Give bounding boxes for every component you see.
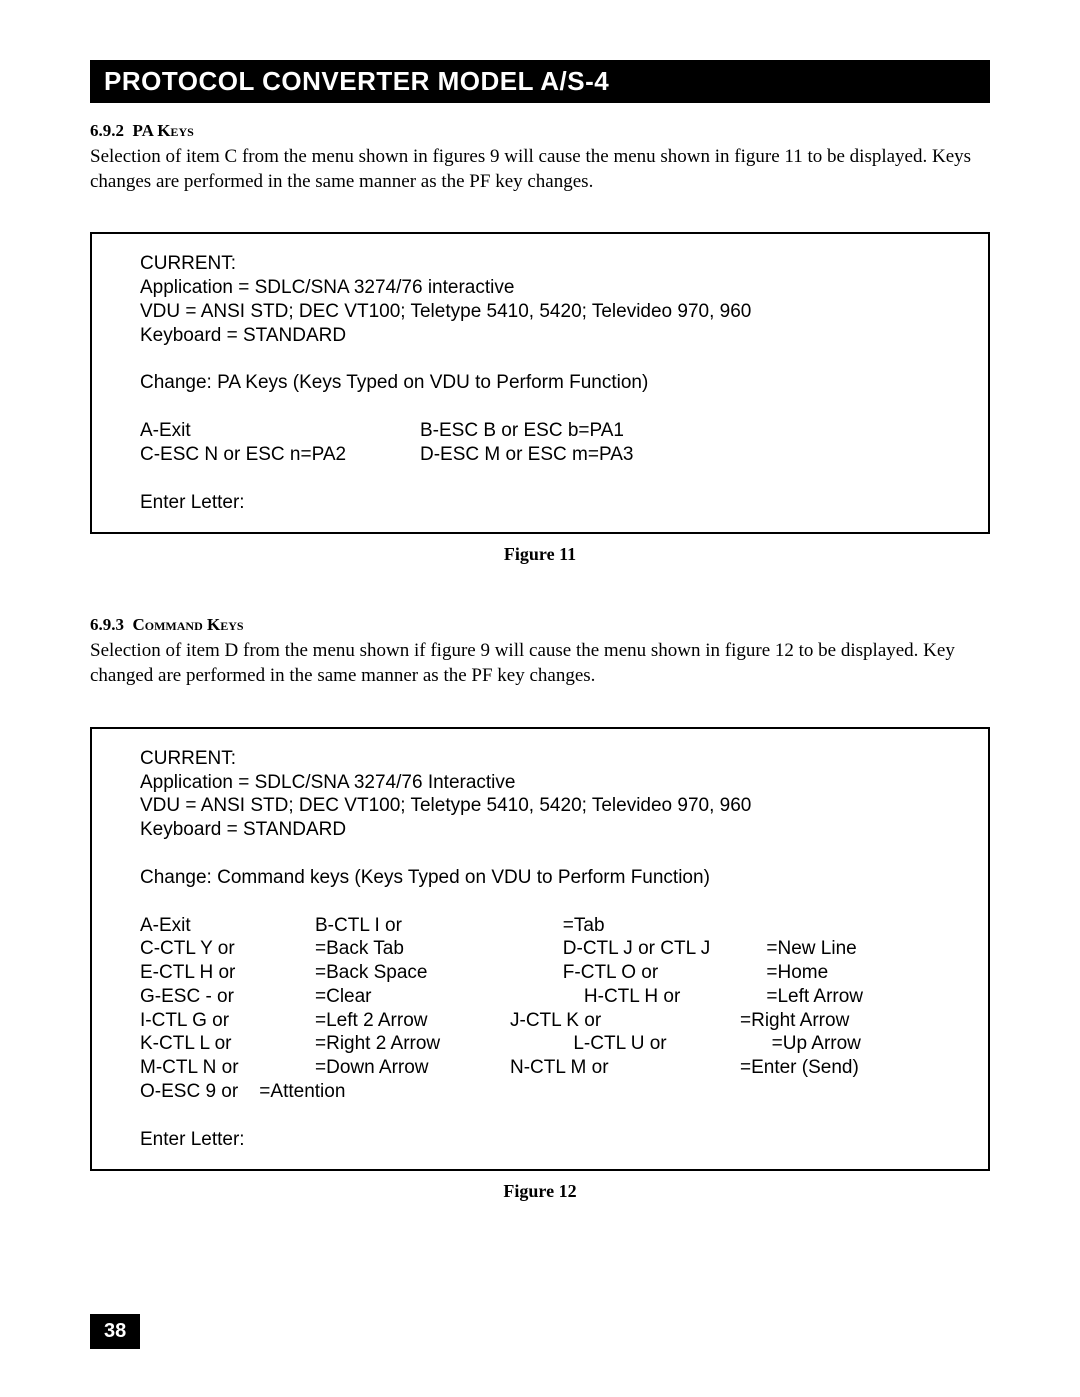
fig12-cell: =Left Arrow — [740, 985, 988, 1009]
fig12-cell: G-ESC - or — [140, 985, 315, 1009]
fig12-cell: H-CTL H or — [510, 985, 740, 1009]
fig12-row: M-CTL N or =Down Arrow N-CTL M or =Enter… — [140, 1056, 988, 1080]
fig12-line: VDU = ANSI STD; DEC VT100; Teletype 5410… — [140, 794, 988, 818]
fig12-cell: =Back Tab — [315, 937, 510, 961]
section-title: PA Keys — [133, 121, 194, 140]
fig12-cell: =Clear — [315, 985, 510, 1009]
fig12-cell: J-CTL K or — [510, 1009, 740, 1033]
fig12-cell: L-CTL U or — [510, 1032, 740, 1056]
title-bar: PROTOCOL CONVERTER MODEL A/S-4 — [90, 60, 990, 103]
section-title: Command Keys — [133, 615, 244, 634]
fig11-cell: D-ESC M or ESC m=PA3 — [420, 443, 988, 467]
fig11-line: Application = SDLC/SNA 3274/76 interacti… — [140, 276, 988, 300]
fig12-cell: F-CTL O or — [510, 961, 740, 985]
fig12-row: I-CTL G or =Left 2 Arrow J-CTL K or =Rig… — [140, 1009, 988, 1033]
fig12-cell: =Back Space — [315, 961, 510, 985]
fig12-line: Change: Command keys (Keys Typed on VDU … — [140, 866, 988, 890]
fig12-cell: =New Line — [740, 937, 988, 961]
fig12-cell: =Left 2 Arrow — [315, 1009, 510, 1033]
fig12-row: K-CTL L or =Right 2 Arrow L-CTL U or =Up… — [140, 1032, 988, 1056]
figure-12-box: CURRENT: Application = SDLC/SNA 3274/76 … — [90, 727, 990, 1172]
fig11-line: VDU = ANSI STD; DEC VT100; Teletype 5410… — [140, 300, 988, 324]
fig11-row: A-Exit B-ESC B or ESC b=PA1 — [140, 419, 988, 443]
fig12-enter-prompt: Enter Letter: — [140, 1128, 988, 1152]
fig12-cell: I-CTL G or — [140, 1009, 315, 1033]
section-number: 6.9.3 — [90, 615, 124, 634]
fig12-cell: E-CTL H or — [140, 961, 315, 985]
fig12-cell: =Home — [740, 961, 988, 985]
fig12-cell — [740, 914, 988, 938]
section-number: 6.9.2 — [90, 121, 124, 140]
fig11-row: C-ESC N or ESC n=PA2 D-ESC M or ESC m=PA… — [140, 443, 988, 467]
fig11-line: CURRENT: — [140, 252, 988, 276]
section-body-pa-keys: Selection of item C from the menu shown … — [90, 145, 990, 194]
fig11-cell: C-ESC N or ESC n=PA2 — [140, 443, 420, 467]
fig12-last-row: O-ESC 9 or =Attention — [140, 1080, 988, 1104]
fig12-row: G-ESC - or =Clear H-CTL H or =Left Arrow — [140, 985, 988, 1009]
fig12-cell: =Enter (Send) — [740, 1056, 988, 1080]
fig12-line: CURRENT: — [140, 747, 988, 771]
section-heading-pa-keys: 6.9.2 PA Keys — [90, 121, 990, 141]
section-body-command-keys: Selection of item D from the menu shown … — [90, 639, 990, 688]
fig12-cell: M-CTL N or — [140, 1056, 315, 1080]
fig12-cell: =Tab — [510, 914, 740, 938]
fig12-cell: =Right 2 Arrow — [315, 1032, 510, 1056]
fig11-cell: B-ESC B or ESC b=PA1 — [420, 419, 988, 443]
fig11-enter-prompt: Enter Letter: — [140, 491, 988, 515]
fig12-cell: B-CTL I or — [315, 914, 510, 938]
section-heading-command-keys: 6.9.3 Command Keys — [90, 615, 990, 635]
fig11-cell: A-Exit — [140, 419, 420, 443]
page-number: 38 — [90, 1314, 140, 1349]
fig12-row: C-CTL Y or =Back Tab D-CTL J or CTL J =N… — [140, 937, 988, 961]
figure-12-caption: Figure 12 — [90, 1181, 990, 1202]
figure-11-box: CURRENT: Application = SDLC/SNA 3274/76 … — [90, 232, 990, 534]
fig12-cell: D-CTL J or CTL J — [510, 937, 740, 961]
fig12-cell: =Right Arrow — [740, 1009, 988, 1033]
fig12-row: E-CTL H or =Back Space F-CTL O or =Home — [140, 961, 988, 985]
fig11-line: Keyboard = STANDARD — [140, 324, 988, 348]
fig12-cell: N-CTL M or — [510, 1056, 740, 1080]
fig12-cell: =Up Arrow — [740, 1032, 988, 1056]
fig12-line: Keyboard = STANDARD — [140, 818, 988, 842]
fig12-cell: A-Exit — [140, 914, 315, 938]
fig11-line: Change: PA Keys (Keys Typed on VDU to Pe… — [140, 371, 988, 395]
fig12-cell: =Down Arrow — [315, 1056, 510, 1080]
fig12-row: A-Exit B-CTL I or =Tab — [140, 914, 988, 938]
fig12-cell: K-CTL L or — [140, 1032, 315, 1056]
fig12-line: Application = SDLC/SNA 3274/76 Interacti… — [140, 771, 988, 795]
fig12-cell: C-CTL Y or — [140, 937, 315, 961]
figure-11-caption: Figure 11 — [90, 544, 990, 565]
